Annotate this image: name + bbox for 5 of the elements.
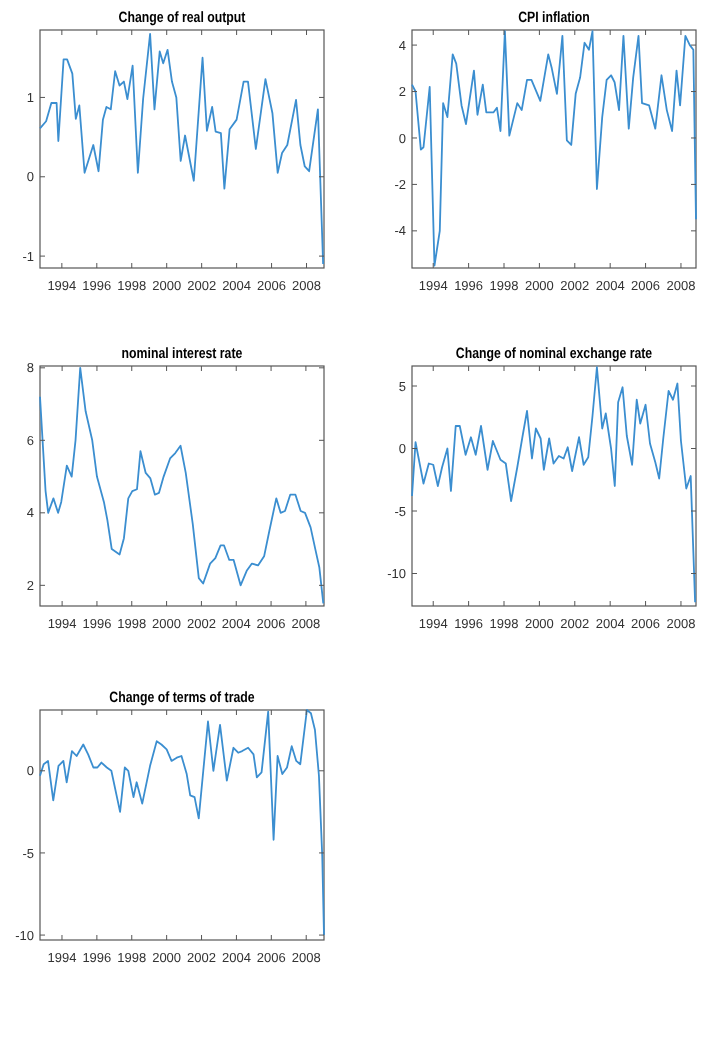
line-series [411,30,697,267]
line-series [39,709,325,936]
line-series [39,33,325,265]
line-series [39,366,325,605]
line-series [411,366,697,604]
